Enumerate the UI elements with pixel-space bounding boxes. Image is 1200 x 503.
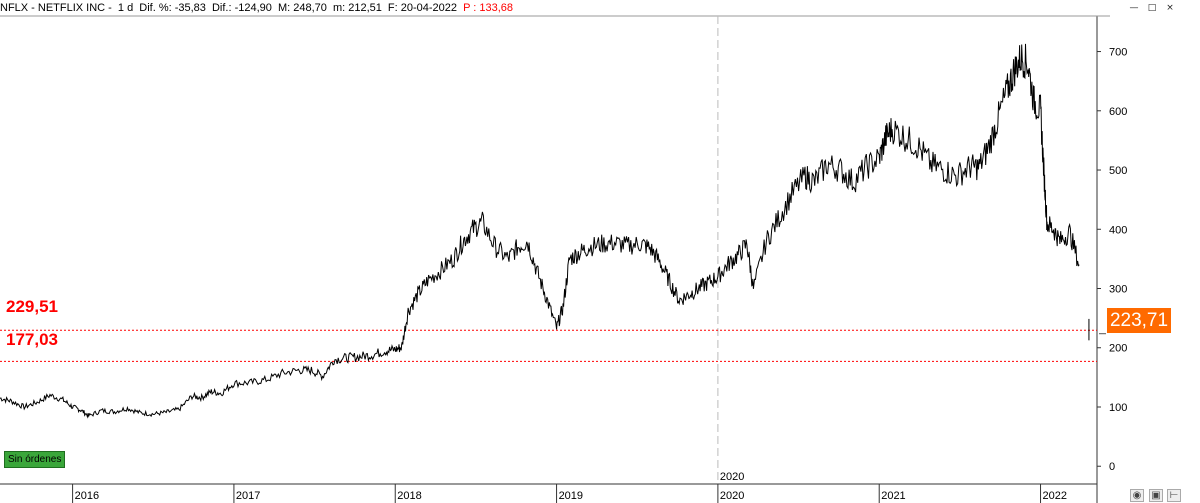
save-icon[interactable]: ▣ xyxy=(1149,489,1163,502)
symbol-label: NFLX - NETFLIX INC - xyxy=(0,2,112,14)
x-axis: 2016 2017 2018 2019 2020 2021 2022 xyxy=(72,484,1067,503)
dif-label: Dif.: -124,90 xyxy=(211,2,272,14)
x-tick-label: 2020 xyxy=(720,490,744,502)
level-lines xyxy=(0,329,1097,362)
x-tick-label: 2016 xyxy=(75,490,99,502)
date-label: F: 20-04-2022 xyxy=(387,2,458,14)
y-tick-label: 700 xyxy=(1109,47,1127,59)
last-price-tag: 223,71 xyxy=(1107,308,1171,333)
x-tick-label: 2021 xyxy=(881,490,905,502)
x-tick-label: 2017 xyxy=(236,490,260,502)
price-series-line-0 xyxy=(0,43,1080,419)
price-series xyxy=(0,43,1106,419)
y-tick-label: 400 xyxy=(1109,224,1127,236)
min-label: m: 212,51 xyxy=(332,2,382,14)
y-axis: 0 100 200 300 400 500 600 700 xyxy=(1097,47,1127,473)
y-tick-label: 0 xyxy=(1109,461,1115,473)
level-label-lower: 177,03 xyxy=(6,330,58,349)
year-divider: 2020 xyxy=(717,16,744,484)
camera-icon[interactable]: ◉ xyxy=(1130,489,1144,502)
dif-pct-label: Dif. %: -35,83 xyxy=(139,2,206,14)
price-label: P : 133,68 xyxy=(463,2,514,14)
close-icon[interactable]: × xyxy=(1166,3,1174,13)
max-label: M: 248,70 xyxy=(277,2,327,14)
period-label[interactable]: 1 d xyxy=(117,2,134,14)
y-tick-label: 100 xyxy=(1109,402,1127,414)
y-tick-label: 300 xyxy=(1109,284,1127,296)
x-tick-label: 2018 xyxy=(397,490,421,502)
plot-frame xyxy=(0,15,1110,503)
minimize-icon[interactable]: — xyxy=(1129,3,1139,13)
y-tick-label: 200 xyxy=(1109,343,1127,355)
y-tick-label: 600 xyxy=(1109,106,1127,118)
chart-info-bar: NFLX - NETFLIX INC - 1 d Dif. %: -35,83 … xyxy=(0,0,1110,16)
x-tick-label: 2019 xyxy=(559,490,583,502)
divider-label: 2020 xyxy=(720,471,744,483)
x-tick-label: 2022 xyxy=(1043,490,1067,502)
pin-icon[interactable]: ⊢ xyxy=(1167,489,1181,502)
maximize-icon[interactable]: □ xyxy=(1147,3,1157,13)
y-tick-label: 500 xyxy=(1109,165,1127,177)
orders-status-badge[interactable]: Sin órdenes xyxy=(4,451,66,468)
level-label-upper: 229,51 xyxy=(6,297,58,316)
